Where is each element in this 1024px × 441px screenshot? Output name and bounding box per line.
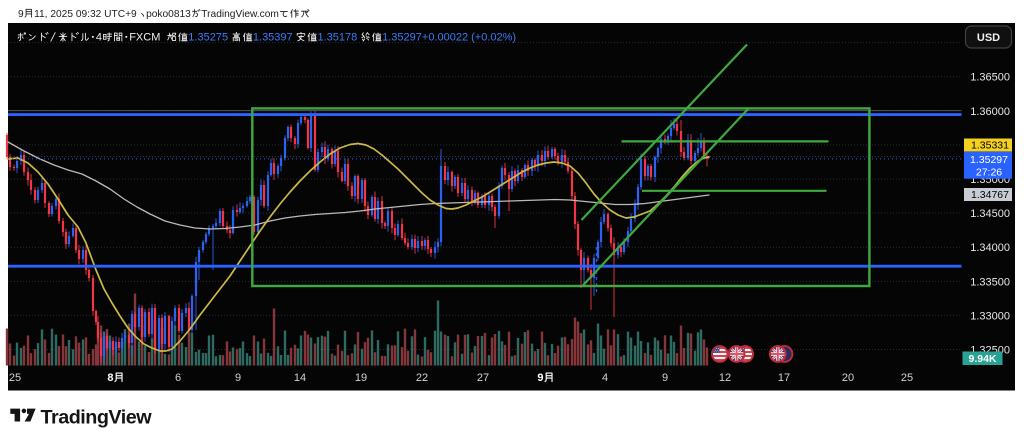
svg-text:1.34500: 1.34500: [970, 208, 1010, 220]
svg-text:1.35178: 1.35178: [318, 32, 358, 44]
svg-text:1.35297: 1.35297: [382, 32, 422, 44]
svg-text:9: 9: [235, 372, 241, 384]
svg-text:9: 9: [537, 372, 543, 384]
svg-text:1.34767: 1.34767: [971, 189, 1009, 201]
svg-text:1.36500: 1.36500: [970, 72, 1010, 84]
svg-text:poko0813: poko0813: [146, 9, 191, 20]
svg-text:USD: USD: [977, 32, 1000, 44]
svg-text:14: 14: [294, 372, 306, 384]
svg-text:9: 9: [662, 372, 668, 384]
svg-text:11, 2025 09:32 UTC+9: 11, 2025 09:32 UTC+9: [34, 9, 137, 20]
svg-text:4: 4: [602, 372, 608, 384]
svg-text:1.35297: 1.35297: [970, 154, 1008, 166]
svg-text:TradingView: TradingView: [41, 406, 153, 428]
svg-text:1.34000: 1.34000: [970, 242, 1010, 254]
svg-text:27: 27: [477, 372, 489, 384]
svg-text:9: 9: [18, 9, 24, 20]
svg-text:4: 4: [96, 32, 102, 44]
svg-text:+0.00022 (+0.02%): +0.00022 (+0.02%): [422, 32, 516, 44]
svg-text:25: 25: [901, 372, 913, 384]
svg-text:17: 17: [778, 372, 790, 384]
svg-text:1.35331: 1.35331: [971, 140, 1009, 152]
svg-text:1.33500: 1.33500: [970, 276, 1010, 288]
svg-text:FXCM: FXCM: [129, 32, 160, 44]
svg-text:1.35275: 1.35275: [188, 32, 228, 44]
svg-text:1.35397: 1.35397: [253, 32, 293, 44]
svg-text:9.94K: 9.94K: [968, 353, 996, 365]
svg-text:12: 12: [719, 372, 731, 384]
svg-text:20: 20: [842, 372, 854, 384]
svg-text:TradingView.com: TradingView.com: [201, 9, 279, 20]
svg-text:22: 22: [416, 372, 428, 384]
svg-text:1.36000: 1.36000: [970, 106, 1010, 118]
svg-text:1.33000: 1.33000: [970, 310, 1010, 322]
svg-text:25: 25: [9, 372, 21, 384]
svg-text:8: 8: [107, 372, 113, 384]
svg-text:19: 19: [355, 372, 367, 384]
svg-text:27:26: 27:26: [976, 166, 1002, 178]
svg-text:6: 6: [175, 372, 181, 384]
